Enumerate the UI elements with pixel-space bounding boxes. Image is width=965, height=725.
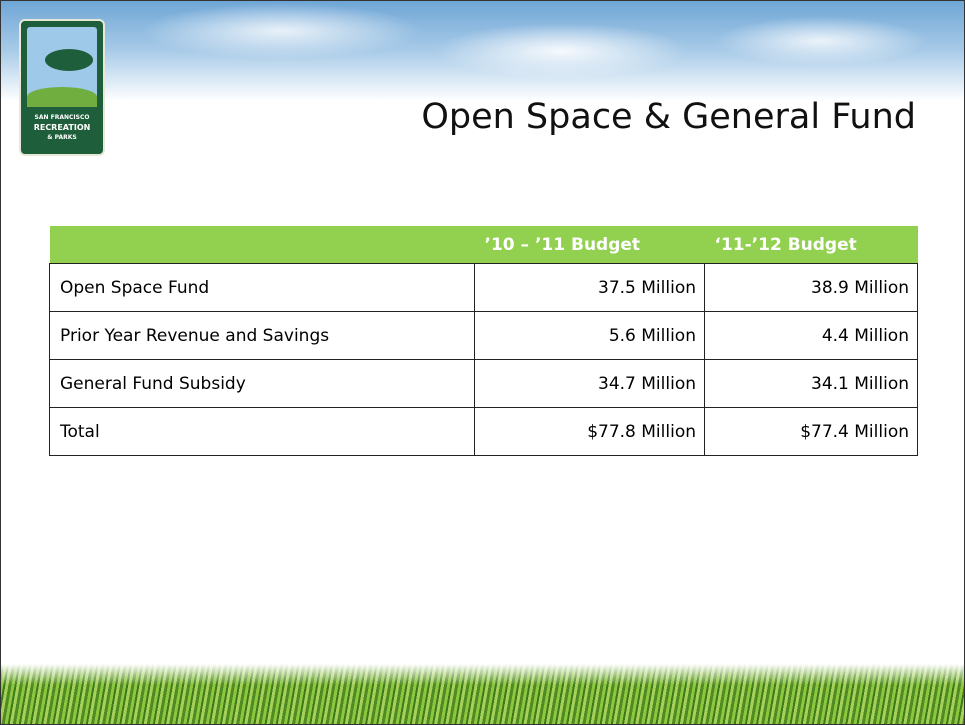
amount-cell: 34.7 Million	[474, 359, 705, 408]
grass-footer	[1, 664, 964, 724]
header-cell: ’10 – ’11 Budget	[474, 226, 705, 264]
amount-cell: $77.4 Million	[704, 407, 918, 456]
logo-text: SAN FRANCISCO	[34, 114, 90, 121]
header-cell: ‘11-’12 Budget	[704, 226, 918, 264]
header-row: ’10 – ’11 Budget ‘11-’12 Budget	[49, 226, 918, 264]
amount-cell: $77.8 Million	[474, 407, 705, 456]
budget-table: ’10 – ’11 Budget ‘11-’12 Budget Open Spa…	[49, 226, 918, 456]
header-cell	[49, 226, 475, 264]
table-row: Total $77.8 Million $77.4 Million	[49, 407, 918, 456]
logo-text: & PARKS	[47, 134, 77, 141]
logo-text: RECREATION	[33, 123, 91, 132]
table-body: Open Space Fund 37.5 Million 38.9 Million P…	[49, 263, 918, 456]
amount-cell: 34.1 Million	[704, 359, 918, 408]
row-label: Prior Year Revenue and Savings	[49, 311, 475, 360]
row-label: General Fund Subsidy	[49, 359, 475, 408]
amount-cell: 37.5 Million	[474, 263, 705, 312]
table-row: Prior Year Revenue and Savings 5.6 Millio…	[49, 311, 918, 360]
amount-cell: 5.6 Million	[474, 311, 705, 360]
row-label: Open Space Fund	[49, 263, 475, 312]
row-label: Total	[49, 407, 475, 456]
sky-banner	[1, 1, 964, 101]
table-row: General Fund Subsidy 34.7 Million 34.1 Mil…	[49, 359, 918, 408]
amount-cell: 38.9 Million	[704, 263, 918, 312]
amount-cell: 4.4 Million	[704, 311, 918, 360]
slide-title: Open Space & General Fund	[421, 97, 916, 137]
logo: SAN FRANCISCO RECREATION & PARKS	[19, 19, 105, 156]
table-row: Open Space Fund 37.5 Million 38.9 Million	[49, 263, 918, 312]
